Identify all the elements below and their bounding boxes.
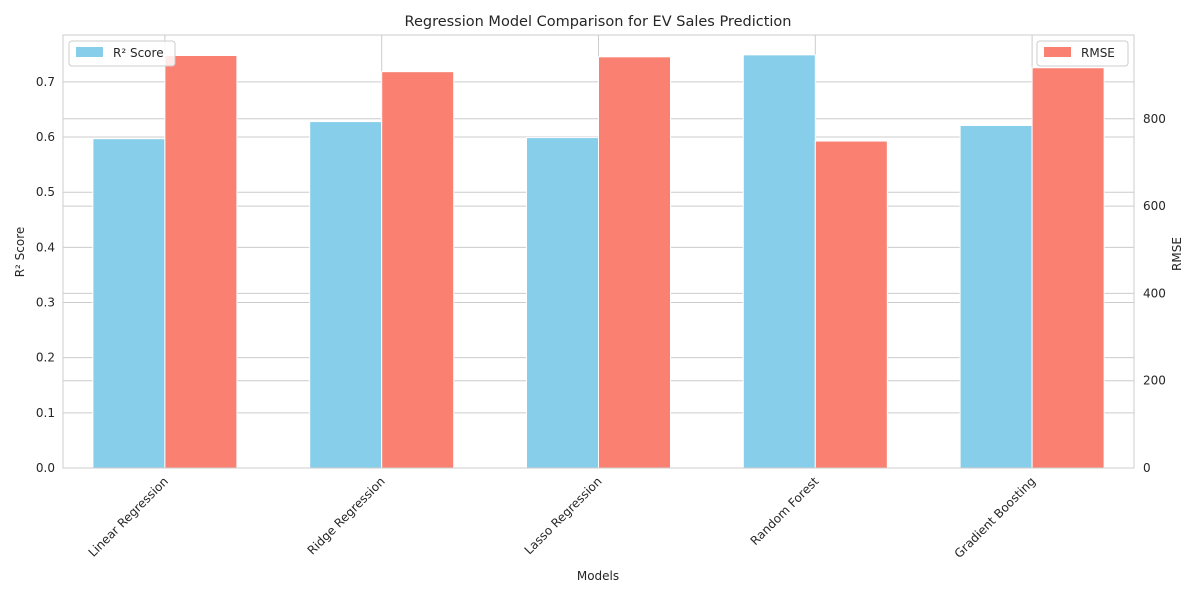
right-tick-label-3: 600 xyxy=(1143,199,1166,213)
bar-rmse-3 xyxy=(814,140,888,469)
x-tick-label-4: Gradient Boosting xyxy=(952,474,1039,561)
right-tick-label-4: 800 xyxy=(1143,112,1166,126)
chart-title: Regression Model Comparison for EV Sales… xyxy=(405,14,792,30)
right-tick-label-0: 0 xyxy=(1143,461,1151,475)
bar-rmse-0 xyxy=(164,55,238,469)
bar-rmse-4 xyxy=(1031,67,1105,469)
legend-right-swatch xyxy=(1044,47,1071,57)
x-tick-label-3: Random Forest xyxy=(748,474,822,548)
left-tick-label-7: 0.7 xyxy=(36,75,55,89)
right-tick-label-2: 400 xyxy=(1143,286,1166,300)
x-tick-label-0: Linear Regression xyxy=(86,474,171,559)
left-tick-label-0: 0.0 xyxy=(36,461,55,475)
bar-rmse-1 xyxy=(381,71,455,469)
bar-r2-2 xyxy=(526,137,599,469)
plot-frame xyxy=(62,34,1135,469)
left-axis-label: R² Score xyxy=(13,227,27,278)
legend-left-label: R² Score xyxy=(113,46,164,60)
right-axis-label: RMSE xyxy=(1170,237,1184,271)
legend-right-label: RMSE xyxy=(1081,46,1115,60)
left-tick-label-5: 0.5 xyxy=(36,185,55,199)
x-axis-label: Models xyxy=(577,569,619,583)
bar-r2-4 xyxy=(959,124,1033,469)
legend-right: RMSE xyxy=(1036,40,1129,67)
right-tick-label-1: 200 xyxy=(1143,374,1166,388)
legend-left-swatch xyxy=(76,47,103,57)
left-tick-label-6: 0.6 xyxy=(36,130,55,144)
x-tick-label-2: Lasso Regression xyxy=(522,474,605,557)
left-tick-label-4: 0.4 xyxy=(36,240,55,254)
bar-rmse-2 xyxy=(598,56,671,469)
left-tick-label-1: 0.1 xyxy=(36,406,55,420)
bar-r2-0 xyxy=(92,138,166,469)
bars-layer xyxy=(92,54,1105,469)
bar-r2-1 xyxy=(309,121,383,469)
bar-r2-3 xyxy=(742,54,816,469)
legend-left: R² Score xyxy=(68,40,176,67)
x-tick-label-1: Ridge Regression xyxy=(305,474,388,557)
left-tick-label-2: 0.2 xyxy=(36,351,55,365)
left-tick-label-3: 0.3 xyxy=(36,296,55,310)
